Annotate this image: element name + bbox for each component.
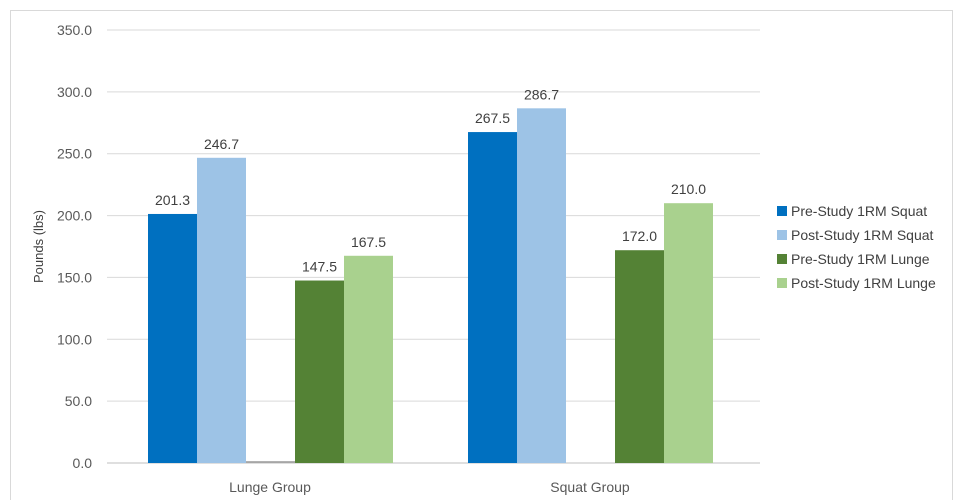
bar-0-2 (295, 280, 344, 463)
bar-1-0 (468, 132, 517, 464)
y-tick-label-0: 0.0 (73, 455, 93, 471)
baseline-marker (246, 461, 295, 463)
data-label-1-1: 286.7 (524, 86, 559, 102)
legend-label-3: Post-Study 1RM Lunge (791, 275, 936, 291)
y-tick-label-2: 100.0 (57, 331, 92, 347)
x-tick-label-1: Squat Group (550, 479, 630, 495)
data-label-0-3: 167.5 (351, 234, 386, 250)
y-tick-label-1: 50.0 (65, 393, 92, 409)
legend-label-1: Post-Study 1RM Squat (791, 227, 934, 243)
y-tick-label-4: 200.0 (57, 208, 92, 224)
bar-0-3 (344, 255, 393, 463)
legend-label-0: Pre-Study 1RM Squat (791, 203, 927, 219)
data-label-0-0: 201.3 (155, 192, 190, 208)
legend-swatch-1 (777, 230, 787, 240)
legend-swatch-3 (777, 278, 787, 288)
y-tick-label-5: 250.0 (57, 146, 92, 162)
data-label-1-2: 172.0 (622, 228, 657, 244)
bar-0-0 (148, 213, 197, 463)
bar-1-1 (517, 108, 566, 463)
legend-swatch-0 (777, 206, 787, 216)
bar-1-3 (664, 203, 713, 463)
data-label-1-3: 210.0 (671, 181, 706, 197)
y-tick-label-3: 150.0 (57, 269, 92, 285)
legend-swatch-2 (777, 254, 787, 264)
bar-1-2 (615, 250, 664, 463)
bar-0-1 (197, 157, 246, 463)
y-tick-label-7: 350.0 (57, 22, 92, 38)
x-tick-label-0: Lunge Group (229, 479, 311, 495)
legend-label-2: Pre-Study 1RM Lunge (791, 251, 930, 267)
data-label-0-2: 147.5 (302, 259, 337, 275)
y-tick-label-6: 300.0 (57, 84, 92, 100)
y-axis-title: Pounds (lbs) (31, 210, 46, 283)
data-label-0-1: 246.7 (204, 136, 239, 152)
data-label-1-0: 267.5 (475, 110, 510, 126)
chart-frame (10, 10, 953, 500)
